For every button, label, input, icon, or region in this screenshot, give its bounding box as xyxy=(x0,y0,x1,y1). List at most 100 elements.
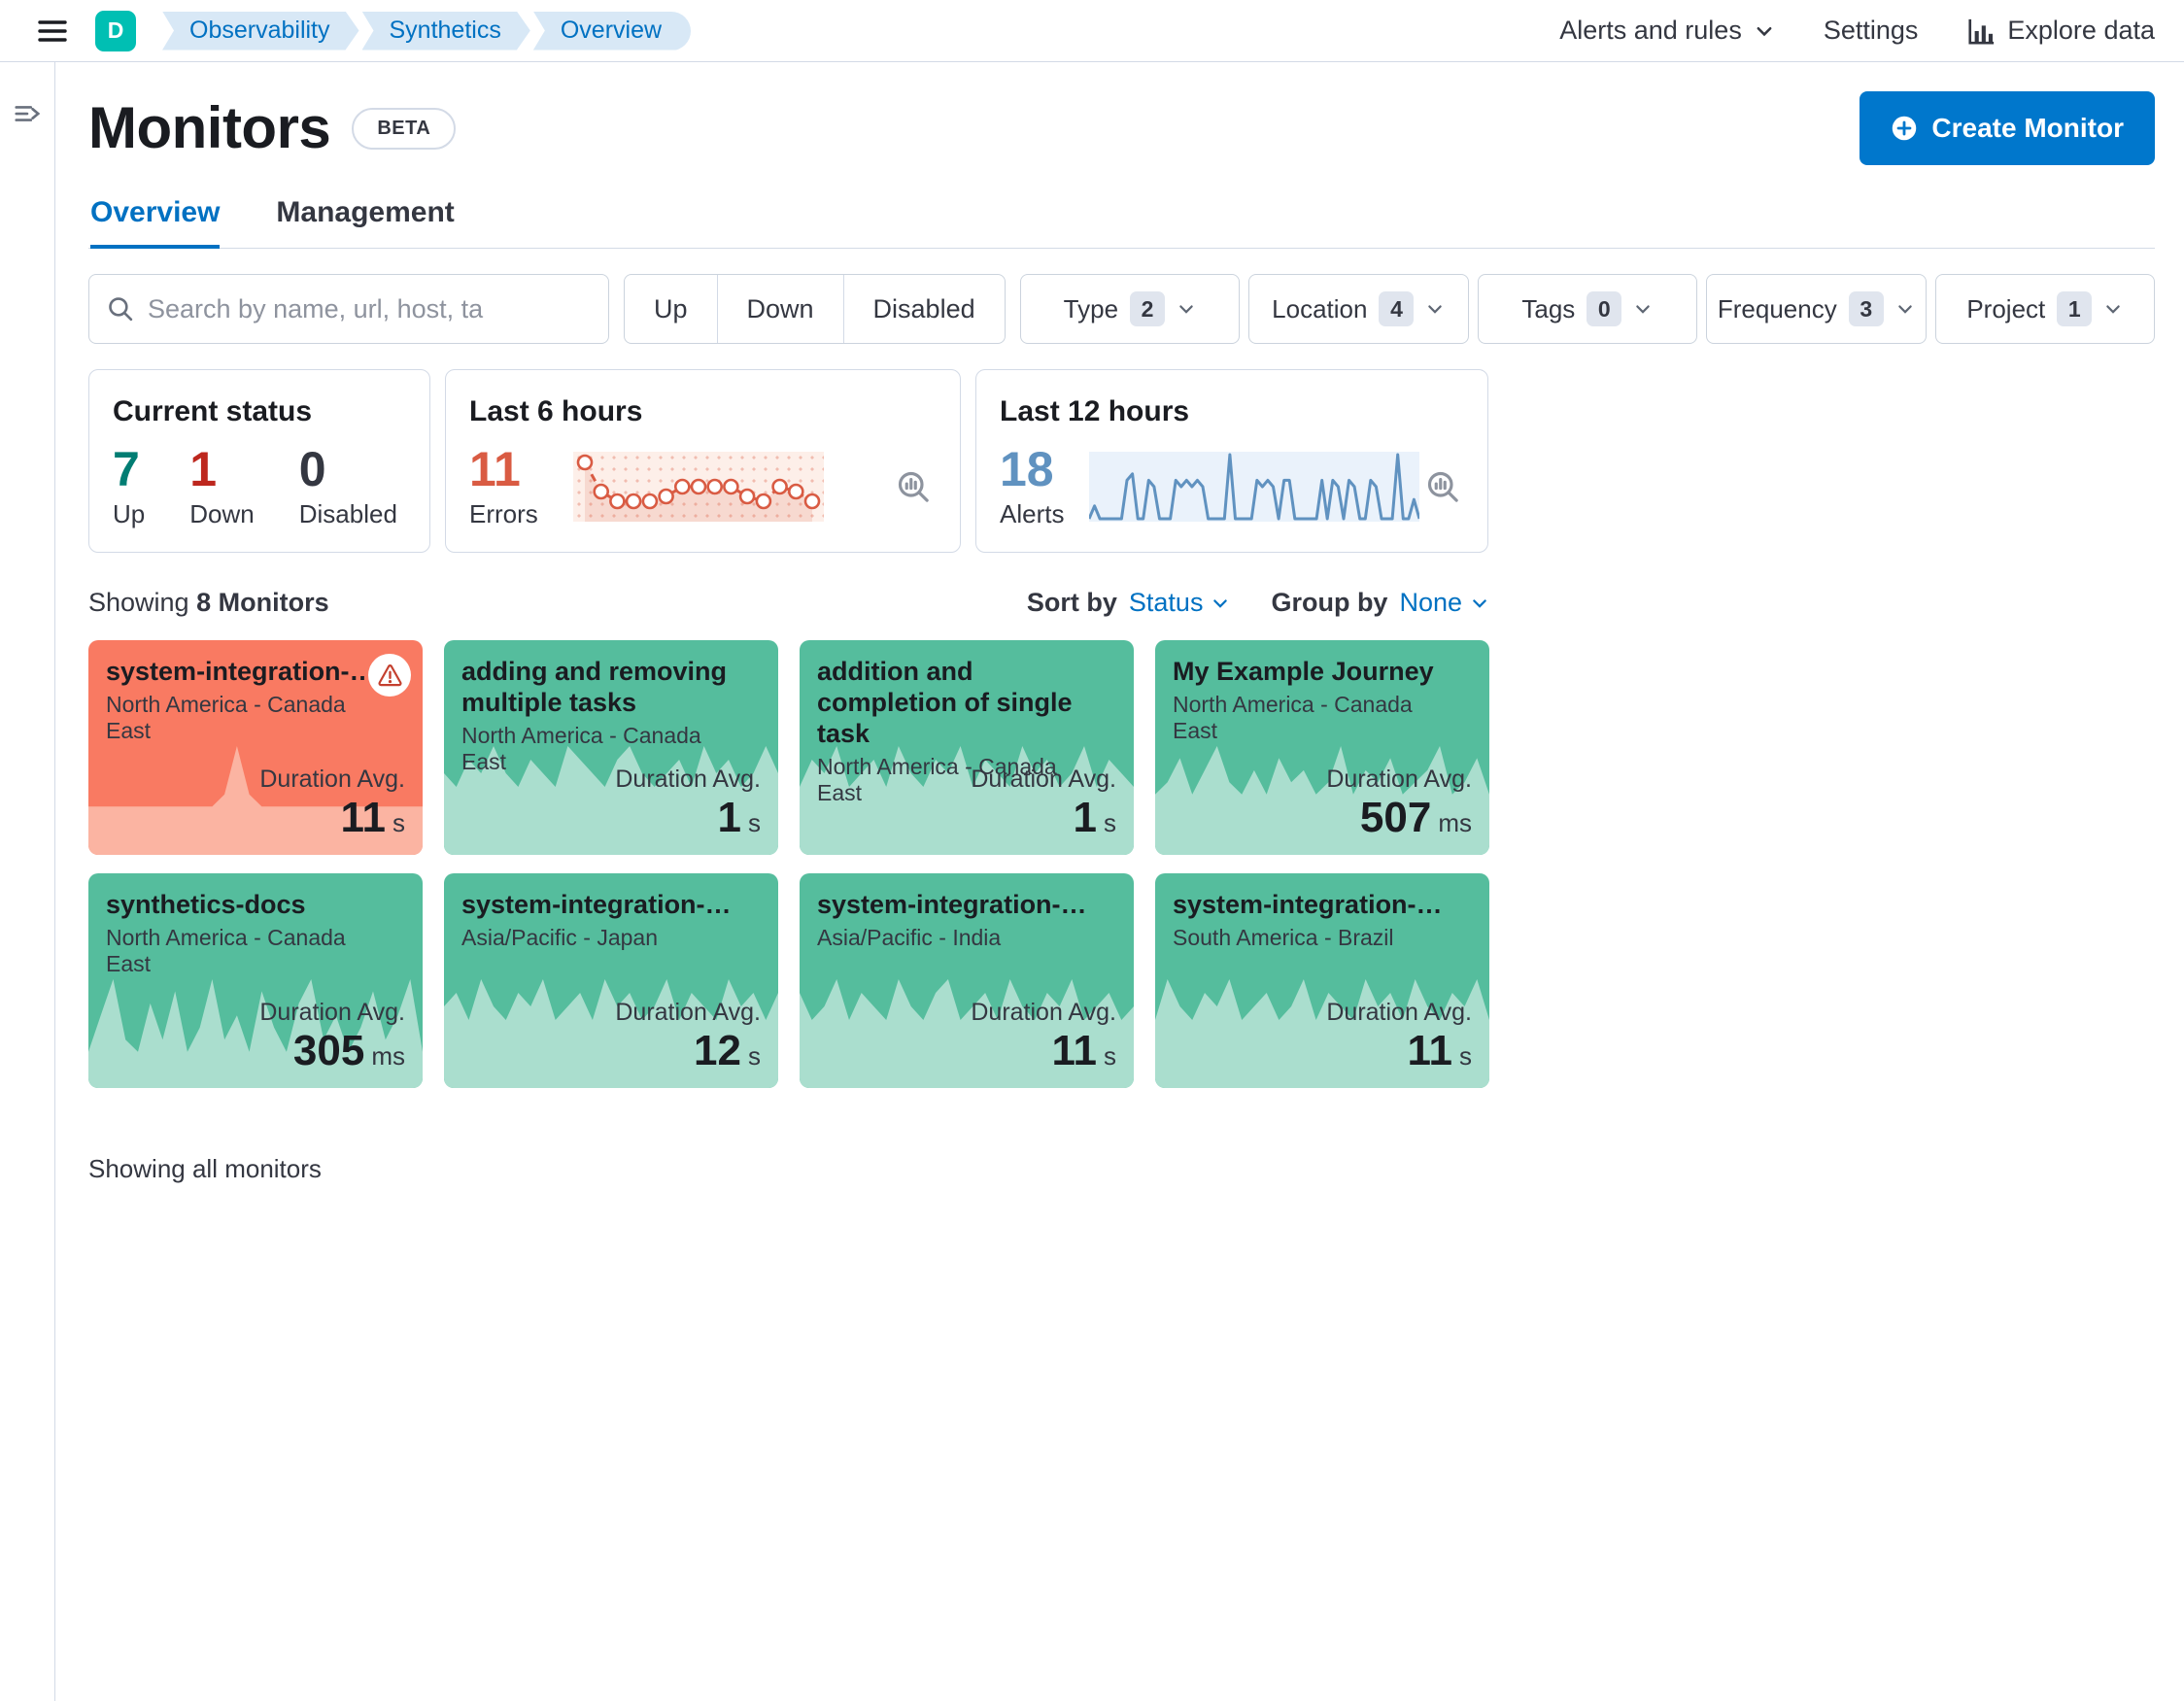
settings-link[interactable]: Settings xyxy=(1823,16,1919,45)
filter-dropdown[interactable]: Project 1 xyxy=(1934,274,2156,344)
group-by-value: None xyxy=(1399,588,1462,617)
monitor-card-title: synthetics-docs xyxy=(106,890,306,919)
tab-management[interactable]: Management xyxy=(276,196,455,228)
monitor-card[interactable]: adding and removing multiple tasks North… xyxy=(444,640,778,855)
current-status-title: Current status xyxy=(113,395,313,427)
status-filter-button[interactable]: Down xyxy=(716,275,843,343)
monitor-card[interactable]: system-integration-… North America - Can… xyxy=(88,640,423,855)
filter-dropdown[interactable]: Type 2 xyxy=(1019,274,1241,344)
breadcrumb-item[interactable]: Synthetics xyxy=(362,12,530,51)
monitor-card-location: Asia/Pacific - India xyxy=(817,925,1002,950)
last-12-hours-panel: Last 12 hours 18 Alerts xyxy=(975,369,1488,553)
duration-avg-label: Duration Avg. xyxy=(971,999,1116,1027)
create-monitor-label: Create Monitor xyxy=(1931,113,2124,143)
warning-triangle-icon xyxy=(377,663,402,686)
duration-avg-unit: s xyxy=(1104,1041,1116,1072)
filter-dropdown-label: Frequency xyxy=(1717,293,1837,323)
duration-avg-unit: ms xyxy=(1438,808,1472,838)
chevron-down-icon xyxy=(1179,305,1193,314)
search-icon xyxy=(109,297,133,322)
monitor-card[interactable]: system-integration-… South America - Bra… xyxy=(1155,873,1489,1088)
monitor-duration-sparkline xyxy=(800,979,1134,1088)
space-avatar[interactable]: D xyxy=(95,10,136,51)
monitor-card[interactable]: synthetics-docs North America - Canada E… xyxy=(88,873,423,1088)
status-stat: 0 Disabled xyxy=(299,444,397,529)
monitor-card[interactable]: system-integration-… Asia/Pacific - Japa… xyxy=(444,873,778,1088)
filter-count-badge: 1 xyxy=(2057,291,2093,326)
collapsed-sidebar xyxy=(0,62,55,1701)
menu-hamburger-button[interactable] xyxy=(25,8,80,54)
duration-avg-unit: s xyxy=(1459,1041,1472,1072)
monitor-card-title: system-integration-… xyxy=(106,657,376,686)
explore-data-icon xyxy=(1968,18,1995,44)
duration-avg-unit: s xyxy=(748,808,761,838)
breadcrumb-item[interactable]: Observability xyxy=(162,12,359,51)
breadcrumb: Observability Synthetics Overview xyxy=(159,11,692,51)
monitor-duration: Duration Avg. 11 s xyxy=(1326,999,1472,1076)
current-status-items: 7 Up 1 Down 0 Disabled xyxy=(113,444,406,529)
breadcrumb-item[interactable]: Overview xyxy=(532,11,692,51)
main-content: Monitors BETA Create Monitor Overview Ma… xyxy=(55,62,2184,1701)
sort-by-value: Status xyxy=(1128,588,1204,617)
tab-overview[interactable]: Overview xyxy=(90,196,221,249)
page-title: Monitors xyxy=(88,95,331,160)
monitor-card-title: My Example Journey xyxy=(1173,657,1434,686)
inspect-alerts-button[interactable] xyxy=(1419,463,1466,510)
monitor-list-header: Showing 8 Monitors Sort by Status Group … xyxy=(88,588,1489,618)
expand-sidebar-button[interactable] xyxy=(13,99,42,128)
inspect-chart-icon xyxy=(1428,471,1459,502)
duration-avg-label: Duration Avg. xyxy=(259,999,405,1027)
alerts-and-rules-label: Alerts and rules xyxy=(1559,16,1742,45)
status-stat: 7 Up xyxy=(113,444,145,529)
group-by-select[interactable]: None xyxy=(1399,588,1489,618)
showing-all-monitors-note: Showing all monitors xyxy=(88,1154,322,1183)
filter-dropdown-label: Tags xyxy=(1521,293,1576,323)
monitor-card[interactable]: My Example Journey North America - Canad… xyxy=(1155,640,1489,855)
chevron-down-icon xyxy=(1213,598,1228,608)
duration-avg-label: Duration Avg. xyxy=(1326,765,1472,794)
explore-data-link[interactable]: Explore data xyxy=(1966,16,2155,46)
status-filter-button[interactable]: Up xyxy=(625,275,717,343)
duration-avg-value: 11 s xyxy=(1407,1027,1472,1075)
sort-by-select[interactable]: Status xyxy=(1129,588,1231,618)
monitor-duration: Duration Avg. 507 ms xyxy=(1326,765,1472,843)
filter-dropdown[interactable]: Tags 0 xyxy=(1477,274,1698,344)
monitor-duration-sparkline xyxy=(1155,746,1489,855)
chevron-down-icon xyxy=(1897,305,1912,314)
monitor-duration: Duration Avg. 305 ms xyxy=(259,999,405,1076)
monitor-card[interactable]: addition and completion of single task N… xyxy=(800,640,1134,855)
last-6-hours-panel: Last 6 hours 11 Errors xyxy=(445,369,961,553)
chevron-down-icon xyxy=(1757,26,1772,36)
inspect-errors-button[interactable] xyxy=(890,463,937,510)
monitor-card-location: North America - Canada East xyxy=(817,754,1057,805)
monitor-duration-sparkline xyxy=(88,746,423,855)
last-6-hours-title: Last 6 hours xyxy=(469,395,643,427)
search-input[interactable] xyxy=(148,293,591,324)
alerts-and-rules-menu[interactable]: Alerts and rules xyxy=(1559,16,1775,46)
search-input-wrapper xyxy=(88,274,609,344)
filter-dropdown[interactable]: Frequency 3 xyxy=(1706,274,1927,344)
tabs: Overview Management xyxy=(88,196,2155,249)
status-stat: 1 Down xyxy=(189,444,254,529)
status-stat-value: 7 xyxy=(113,442,140,496)
down-warning-badge xyxy=(368,654,411,697)
monitor-duration-sparkline xyxy=(444,746,778,855)
create-monitor-button[interactable]: Create Monitor xyxy=(1860,91,2155,165)
alerts-count: 18 xyxy=(1000,442,1054,496)
duration-avg-label: Duration Avg. xyxy=(615,765,761,794)
duration-avg-value: 12 s xyxy=(694,1027,761,1075)
plus-in-circle-icon xyxy=(1893,116,1917,141)
monitor-card[interactable]: system-integration-… Asia/Pacific - Indi… xyxy=(800,873,1134,1088)
current-status-panel: Current status 7 Up 1 Down xyxy=(88,369,430,553)
duration-avg-value: 507 ms xyxy=(1359,794,1472,842)
filter-dropdown[interactable]: Location 4 xyxy=(1248,274,1469,344)
status-filter-group: Up Down Disabled xyxy=(624,274,1006,344)
hamburger-icon xyxy=(38,19,67,42)
monitor-card-title: system-integration-… xyxy=(817,890,1087,919)
status-filter-button[interactable]: Disabled xyxy=(842,275,1005,343)
errors-label: Errors xyxy=(469,498,538,528)
